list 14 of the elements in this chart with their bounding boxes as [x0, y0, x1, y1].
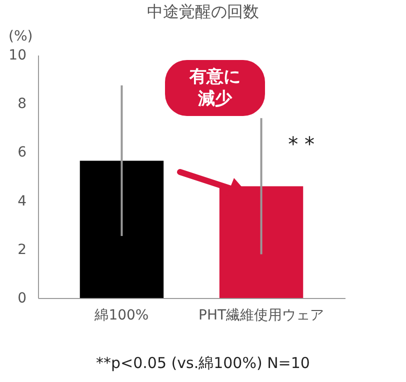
- y-axis-title: (%): [8, 28, 33, 44]
- y-tick-label: 10: [8, 48, 26, 64]
- y-tick-label: 8: [18, 96, 26, 112]
- y-tick-label: 2: [18, 242, 26, 258]
- chart-title: 中途覚醒の回数: [146, 2, 260, 23]
- x-tick-label: PHT繊維使用ウェア: [198, 308, 324, 324]
- callout-box: 有意に減少: [165, 60, 265, 116]
- text: **p<0.05 (vs.綿100%) N=10: [95, 354, 311, 373]
- y-tick-label: 4: [18, 193, 27, 210]
- y-tick-label: 6: [18, 144, 27, 161]
- annotation: 有意に減少: [188, 66, 242, 110]
- x-tick-label: 綿100%: [94, 308, 149, 324]
- annotation: * *: [288, 132, 314, 156]
- y-tick-label: 0: [18, 290, 26, 306]
